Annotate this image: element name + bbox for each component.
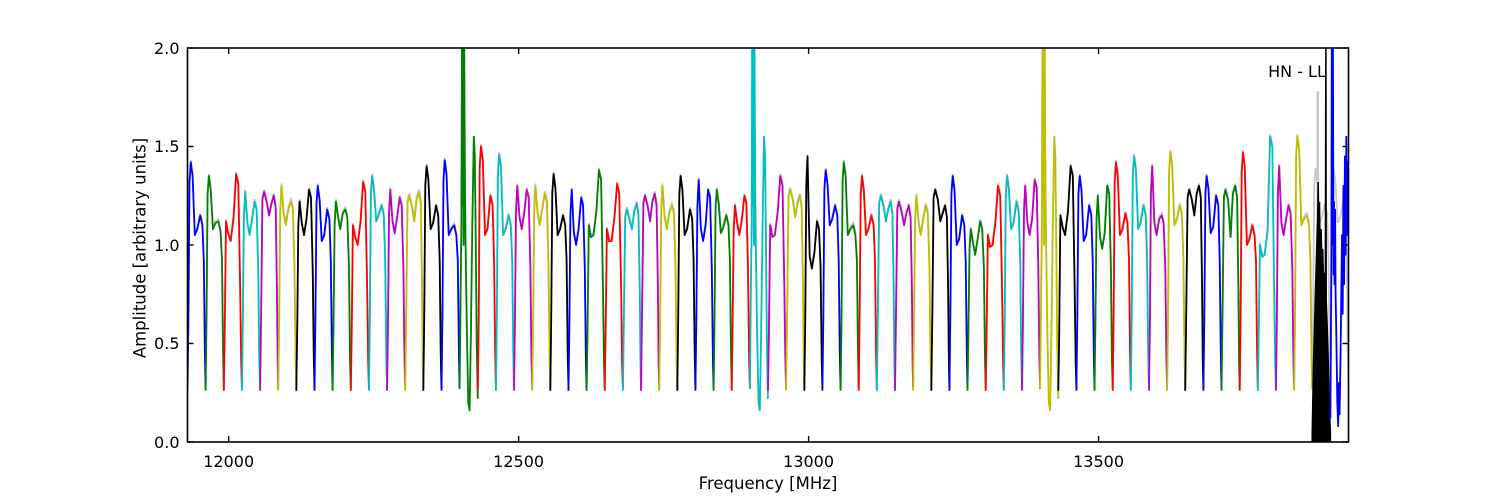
subband-curve-19 — [531, 185, 552, 391]
subband-curve-5 — [277, 185, 298, 391]
subband-curve-29 — [712, 188, 733, 391]
subband-curve-23 — [603, 183, 624, 391]
subband-curve-38 — [875, 194, 896, 391]
subband-curve-39 — [894, 200, 914, 391]
subband-curve-30 — [730, 194, 751, 391]
y-tick-label: 1.0 — [154, 235, 180, 255]
subband-curve-11 — [386, 188, 407, 391]
x-tick-label: 12500 — [493, 452, 545, 471]
subband-curve-18 — [513, 185, 534, 391]
subband-curve-28 — [694, 179, 715, 391]
subband-curve-43 — [966, 220, 987, 391]
y-tick-label: 0.5 — [154, 334, 180, 353]
subband-curve-31 — [749, 48, 769, 412]
y-tick-label: 2.0 — [154, 38, 180, 58]
subband-curve-21 — [567, 188, 588, 391]
subband-curve-54 — [1166, 151, 1187, 391]
subband-curve-35 — [821, 169, 842, 391]
gray-reference-curve — [476, 143, 497, 389]
x-tick-label: 13500 — [1073, 452, 1124, 471]
subband-curve-32 — [767, 175, 787, 391]
subband-curve-15 — [458, 48, 479, 412]
subband-curve-52 — [1129, 155, 1150, 391]
subband-curve-46 — [1021, 179, 1041, 391]
subband-curve-53 — [1148, 165, 1168, 391]
subband-curve-56 — [1202, 175, 1223, 391]
subband-curve-26 — [658, 185, 679, 391]
subband-curve-33 — [785, 188, 806, 391]
subband-curve-7 — [313, 185, 334, 391]
subband-curve-36 — [839, 161, 860, 391]
subband-curve-27 — [676, 175, 697, 391]
subband-curve-17 — [495, 153, 515, 391]
subband-curve-25 — [640, 192, 661, 391]
subband-curve-50 — [1093, 185, 1114, 391]
subband-curve-44 — [984, 185, 1005, 391]
subband-curve-48 — [1057, 165, 1078, 391]
subband-curve-55 — [1184, 185, 1205, 391]
subband-curve-0 — [187, 161, 207, 391]
subband-curve-51 — [1111, 161, 1132, 391]
subband-noisy-black-filled — [1311, 48, 1332, 442]
subband-curve-20 — [549, 173, 570, 391]
subband-curve-41 — [930, 188, 951, 391]
subband-curve-58 — [1238, 151, 1259, 391]
subband-curve-61 — [1293, 135, 1314, 391]
y-tick-label: 0.0 — [154, 432, 180, 452]
subband-curve-40 — [912, 194, 933, 391]
subband-curve-42 — [948, 175, 969, 391]
subband-curve-2 — [222, 173, 243, 391]
subband-curve-3 — [241, 190, 261, 391]
subband-curve-4 — [259, 190, 280, 391]
x-tick-label: 13000 — [783, 452, 835, 471]
subband-curve-24 — [622, 202, 642, 391]
subband-curve-16 — [476, 145, 497, 391]
subband-curve-9 — [349, 181, 370, 391]
subband-curve-47 — [1039, 48, 1060, 412]
subband-curve-1 — [204, 175, 225, 391]
subband-curve-10 — [368, 175, 388, 391]
subband-curve-57 — [1220, 185, 1241, 391]
x-tick-label: 12000 — [203, 452, 255, 471]
subband-curve-59 — [1256, 135, 1277, 391]
subband-curve-45 — [1002, 175, 1023, 391]
gray-reference-curve — [1311, 167, 1332, 389]
subband-curve-22 — [585, 169, 606, 391]
station-pol-annotation: HN - LL — [1268, 62, 1326, 81]
subband-curve-14 — [440, 159, 461, 391]
subband-curve-60 — [1275, 165, 1295, 391]
subband-curve-63 — [1329, 48, 1349, 428]
subband-curve-8 — [331, 200, 352, 391]
subband-curve-49 — [1075, 175, 1096, 391]
subband-curve-13 — [422, 165, 443, 391]
subband-curve-34 — [803, 155, 824, 391]
subband-curve-12 — [404, 190, 425, 391]
y-tick-label: 1.5 — [154, 137, 180, 156]
x-axis-label: Frequency [MHz] — [698, 474, 838, 493]
subband-curve-37 — [857, 175, 878, 391]
subband-curve-6 — [295, 188, 316, 391]
